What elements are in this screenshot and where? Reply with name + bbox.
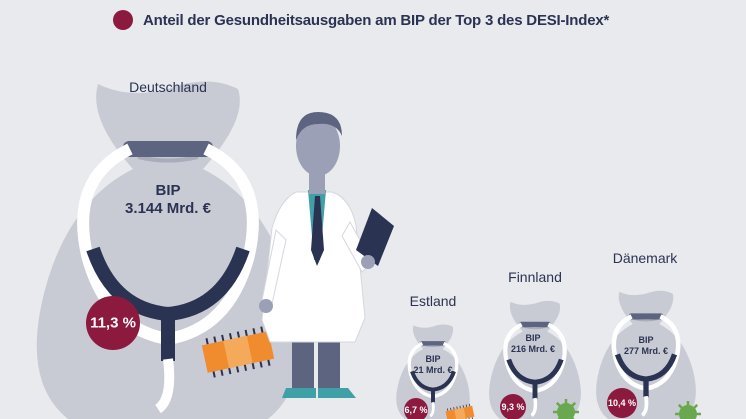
bip-label: BIP [525, 333, 541, 343]
bip-text-deutschland: BIP 3.144 Mrd. € [125, 182, 211, 218]
legend-dot-icon [113, 10, 133, 30]
bip-label: BIP [155, 182, 181, 199]
bip-label: BIP [638, 335, 654, 345]
bip-label: BIP [425, 354, 441, 364]
share-circle-daenemark [607, 388, 637, 418]
country-label-deutschland: Deutschland [129, 79, 207, 95]
plaster-icon [445, 403, 475, 419]
country-label-daenemark: Dänemark [612, 250, 678, 266]
bip-text-daenemark: BIP 277 Mrd. € [624, 335, 668, 357]
bip-value: 216 Mrd. € [510, 343, 556, 354]
share-circle-estland [404, 398, 428, 419]
money-bag-deutschland [36, 81, 300, 419]
share-circle-deutschland [86, 296, 140, 350]
virus-icon [553, 399, 579, 419]
chart-header: Anteil der Gesundheitsausgaben am BIP de… [113, 10, 609, 30]
share-label-estland: 6,7 % [404, 405, 428, 415]
bip-text-estland: BIP 21 Mrd. € [413, 354, 452, 376]
share-label-deutschland: 11,3 % [90, 314, 136, 332]
share-label-finnland: 9,3 % [501, 402, 525, 412]
virus-icon [675, 401, 701, 419]
bip-value: 277 Mrd. € [623, 345, 669, 356]
bip-value: 3.144 Mrd. € [125, 200, 211, 217]
share-label-daenemark: 10,4 % [607, 398, 637, 408]
doctor-illustration [259, 112, 394, 398]
chart-title: Anteil der Gesundheitsausgaben am BIP de… [143, 11, 610, 29]
plaster-icon [201, 326, 275, 378]
share-circle-finnland [500, 394, 526, 419]
bip-text-finnland: BIP 216 Mrd. € [511, 333, 555, 355]
country-label-estland: Estland [409, 293, 457, 309]
country-label-finnland: Finnland [508, 269, 562, 285]
bip-value: 21 Mrd. € [413, 364, 453, 375]
